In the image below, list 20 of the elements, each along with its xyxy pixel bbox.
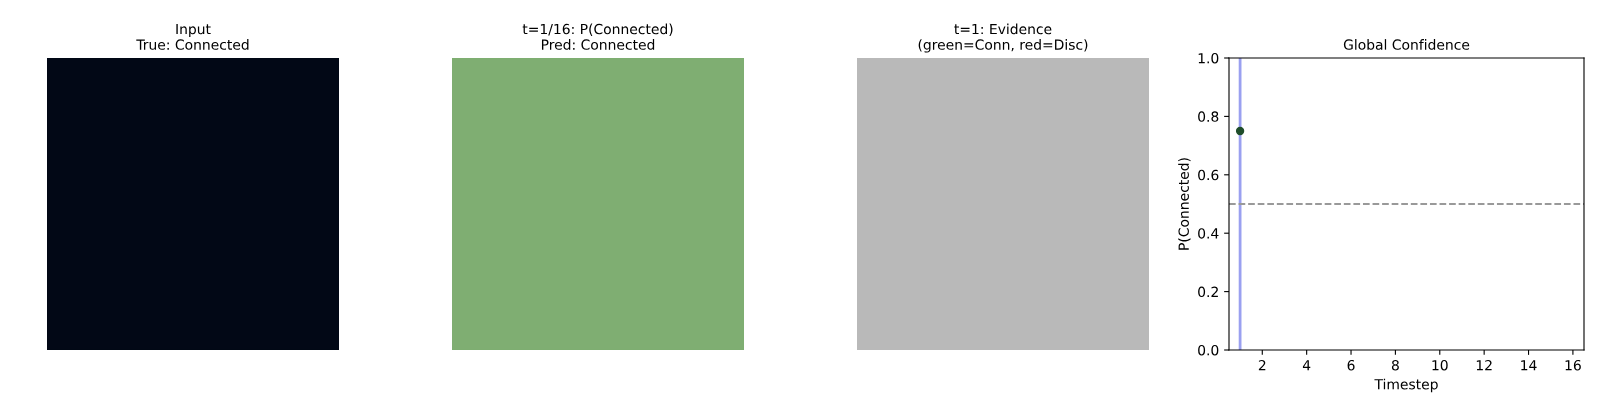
chart-title: Global Confidence	[1343, 39, 1470, 50]
x-tick-label: 14	[1521, 360, 1537, 371]
y-axis-title: P(Connected)	[1178, 158, 1191, 250]
y-tick-label: 0.4	[1198, 228, 1219, 239]
y-tick-label: 0.2	[1198, 286, 1218, 298]
y-tick-label: 0.0	[1198, 344, 1219, 356]
x-tick-label: 6	[1347, 359, 1355, 371]
y-tick-label: 0.8	[1198, 111, 1219, 122]
text: t=1: Evidence (green=Conn, red=Disc)	[918, 23, 1088, 53]
y-tick-label: 1.0	[1198, 52, 1219, 64]
text: Input True: Connected	[136, 23, 249, 50]
y-tick-label: 0.6	[1198, 169, 1219, 181]
x-axis-title: Timestep	[1374, 378, 1438, 393]
x-tick-label: 10	[1432, 359, 1448, 371]
x-tick-label: 16	[1565, 359, 1581, 371]
x-tick-label: 4	[1302, 360, 1311, 371]
x-tick-label: 12	[1476, 359, 1492, 371]
x-tick-label: 2	[1258, 359, 1266, 371]
x-tick-label: 8	[1391, 359, 1399, 371]
text: t=1/16: P(Connected) Pred: Connected	[522, 23, 673, 50]
